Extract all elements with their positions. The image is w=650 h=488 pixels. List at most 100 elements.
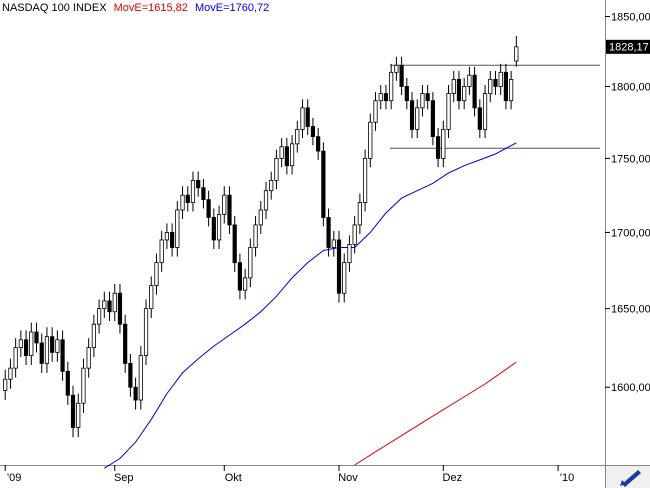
y-tick-label: 1650,00 (611, 304, 650, 316)
candle-body (514, 46, 519, 62)
candle-body (451, 78, 456, 94)
candle-body (232, 224, 237, 264)
candle-body (430, 100, 435, 138)
candle-body (269, 179, 274, 192)
candle-body (383, 93, 389, 102)
chart-title: NASDAQ 100 INDEX (2, 2, 107, 14)
candle-body (60, 339, 65, 372)
candle-body (415, 107, 420, 130)
candle-body (373, 100, 378, 123)
candle-body (170, 232, 175, 248)
candle-body (34, 331, 39, 344)
x-tick-label: Dez (443, 472, 463, 484)
candle-body (263, 190, 269, 211)
candle-body (107, 300, 112, 313)
moving-average-line (354, 361, 517, 466)
candle-body (237, 262, 243, 291)
legend: NASDAQ 100 INDEX MovE=1615,82 MovE=1760,… (2, 2, 269, 14)
candle-body (321, 150, 326, 218)
y-tick-label: 1600,00 (611, 382, 650, 394)
candle-body (180, 194, 185, 211)
candle-body (368, 121, 373, 159)
candle-body (29, 331, 34, 356)
candle-body (117, 292, 123, 325)
candle-body (201, 187, 206, 200)
candle-body (70, 394, 76, 428)
candle-body (357, 202, 362, 226)
y-tick-label: 1850,00 (611, 11, 650, 23)
candle-body (23, 339, 29, 356)
pencil-tip[interactable] (620, 480, 626, 486)
candle-body (331, 239, 336, 248)
candle-body (456, 78, 462, 102)
candle-body (467, 74, 472, 87)
candle-body (253, 224, 258, 248)
candle-body (8, 367, 13, 380)
x-tick-label: Sep (114, 472, 134, 484)
candle-body (352, 224, 357, 245)
candle-body (482, 93, 488, 130)
candle-body (394, 64, 399, 73)
candle-body (243, 277, 248, 291)
candle-body (446, 93, 451, 130)
candle-body (102, 300, 107, 310)
candle-body (248, 247, 253, 279)
candle-body (50, 336, 55, 353)
candle-body (347, 244, 352, 264)
candle-body (159, 239, 164, 264)
draw-tool-button[interactable] (606, 466, 650, 488)
candle-body (227, 194, 232, 226)
candle-body (138, 355, 143, 401)
candle-body (154, 262, 159, 286)
candle-body (55, 339, 60, 353)
x-tick-label: '10 (560, 472, 574, 484)
moving-average-line (104, 142, 517, 469)
legend-entry: MovE=1615,82 (114, 2, 188, 14)
candle-body (81, 367, 86, 404)
candle-body (289, 143, 295, 167)
x-tick-label: Okt (225, 472, 242, 484)
candle-body (112, 292, 117, 313)
candle-body (274, 158, 279, 181)
pencil-icon[interactable] (622, 470, 641, 487)
candle-body (342, 262, 347, 294)
y-tick-label: 1800,00 (611, 81, 650, 93)
candle-body (462, 86, 467, 102)
candle-body (258, 209, 263, 226)
candle-body (509, 78, 514, 102)
y-tick-label: 1750,00 (611, 153, 650, 165)
candle-body (185, 194, 190, 203)
candle-body (493, 78, 498, 87)
candle-body (378, 93, 383, 102)
candle-body (128, 362, 133, 388)
candle-body (336, 239, 342, 294)
candle-body (503, 71, 509, 102)
candle-body (488, 78, 493, 94)
candle-body (211, 217, 216, 241)
candle-body (477, 107, 482, 130)
x-tick-label: Nov (338, 472, 358, 484)
button-bg[interactable] (606, 466, 650, 488)
candle-body (316, 136, 321, 152)
candle-body (44, 336, 50, 364)
candle-body (149, 285, 154, 310)
candle-body (86, 347, 91, 369)
candle-body (91, 323, 96, 349)
candle-body (65, 370, 70, 396)
candle-body (420, 93, 425, 109)
candle-body (190, 179, 196, 203)
candle-body (143, 308, 149, 356)
candle-body (164, 232, 169, 241)
candle-body (39, 342, 44, 364)
legend-entry: MovE=1760,72 (195, 2, 269, 14)
candle-body (399, 64, 404, 87)
x-tick-label: '09 (7, 472, 21, 484)
candle-body (436, 136, 441, 159)
candle-body (279, 146, 284, 159)
candle-body (295, 128, 300, 145)
candle-body (441, 128, 446, 159)
candle-body (404, 86, 409, 102)
candle-body (326, 217, 331, 248)
candle-body (216, 214, 222, 241)
